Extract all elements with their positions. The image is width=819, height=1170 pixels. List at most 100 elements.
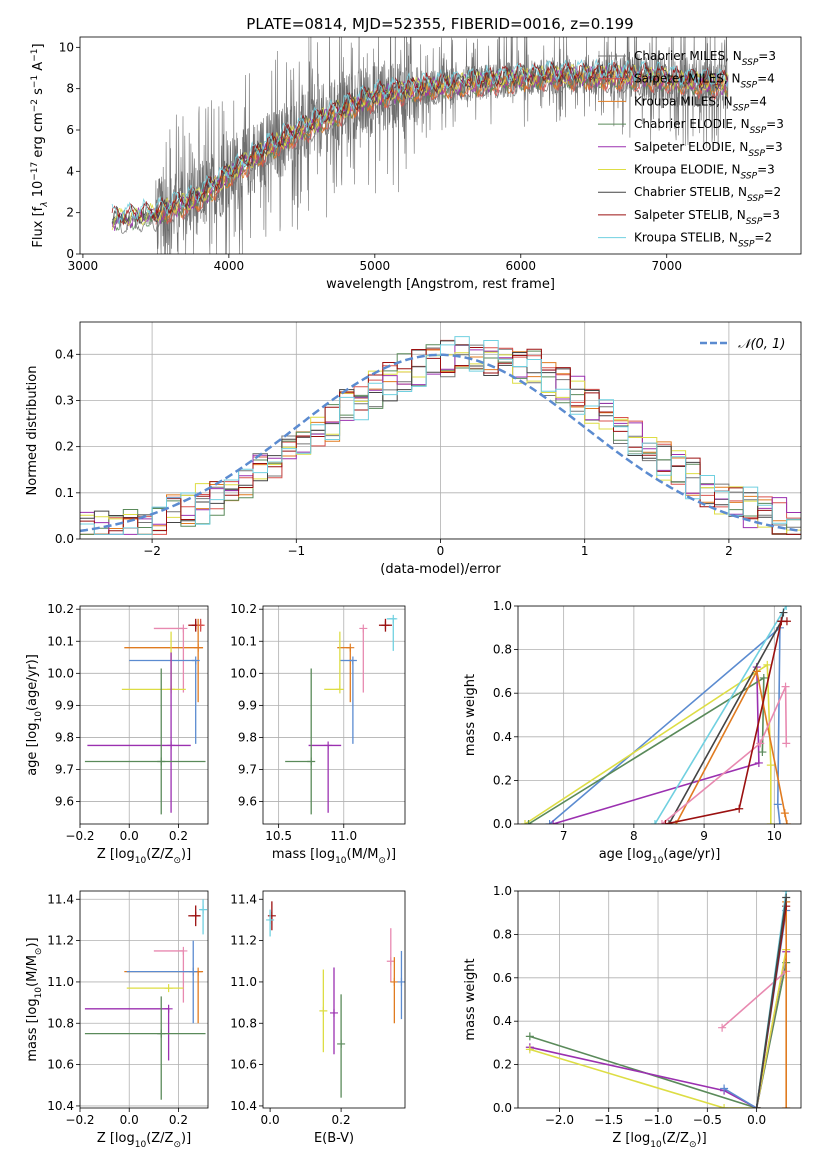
x-tick-label: 1	[581, 544, 589, 558]
label-part: mass [log	[272, 847, 335, 862]
label-part: =3	[757, 163, 775, 177]
y-tick-label: 0.6	[493, 971, 512, 985]
point-marker	[766, 761, 775, 770]
point-marker	[735, 804, 744, 813]
label-part: Normed distribution	[25, 366, 40, 496]
y-tick-label: 1.0	[493, 599, 512, 613]
axes-frame	[517, 605, 802, 825]
y-tick-label: 0.4	[55, 347, 74, 361]
point-marker	[164, 1004, 173, 1013]
y-tick-label: 6	[66, 123, 74, 137]
label-part: SSP	[741, 172, 758, 182]
axes-frame	[79, 605, 209, 825]
point-marker	[782, 617, 791, 626]
x-tick-label: 0.0	[120, 829, 139, 843]
errorbar-point	[87, 652, 191, 813]
point-marker	[337, 1039, 346, 1048]
label-part: 10	[652, 856, 664, 866]
residual-histogram-step	[80, 340, 801, 535]
y-tick-label: 11.2	[47, 934, 74, 948]
errorbar-point	[359, 624, 368, 693]
plot-area	[518, 606, 801, 824]
errorbar-point	[386, 928, 395, 982]
legend-entry: Kroupa ELODIE, NSSP=3	[634, 163, 775, 182]
y-tick-label: 10.0	[47, 666, 74, 680]
point-marker	[759, 673, 768, 682]
x-tick-label: 0.0	[747, 1113, 766, 1127]
errorbar-point	[324, 631, 344, 694]
y-tick-label: 10.4	[230, 1099, 257, 1113]
label-part: 10	[31, 181, 46, 202]
y-tick-label: 10.2	[47, 602, 74, 616]
label-part: mass weight	[463, 958, 478, 1040]
legend-entry: Kroupa STELIB, NSSP=2	[634, 231, 772, 250]
y-axis-label: mass [log10(M/M⊙)]	[25, 937, 44, 1061]
plot-area	[266, 901, 405, 1098]
mass-weight-line	[529, 962, 787, 1108]
point-marker	[782, 1104, 791, 1108]
errorbar-point	[285, 668, 316, 815]
legend-entry: Kroupa MILES, NSSP=4	[634, 94, 767, 113]
x-tick-label: 2	[725, 544, 733, 558]
point-marker	[718, 1023, 727, 1032]
x-tick-label: 4000	[214, 259, 245, 273]
label-part: wavelength [Angstrom, rest frame]	[326, 277, 555, 292]
label-part: Chabrier ELODIE, N	[634, 117, 750, 131]
y-tick-label: 10.1	[47, 634, 74, 648]
errorbar-point	[386, 614, 398, 651]
label-part: −1	[30, 49, 40, 62]
x-tick-label: 0.0	[120, 1113, 139, 1127]
x-tick-label: −1.0	[643, 1113, 672, 1127]
label-part: SSP	[747, 194, 764, 204]
point-marker	[324, 741, 333, 750]
plot-area	[80, 322, 801, 539]
y-tick-label: 10.8	[230, 1016, 257, 1030]
point-marker	[348, 656, 357, 665]
label-part: SSP	[733, 103, 750, 113]
y-tick-label: 0.0	[493, 1101, 512, 1115]
point-marker	[191, 656, 200, 665]
point-marker	[782, 820, 791, 824]
y-tick-label: 9.9	[238, 698, 257, 712]
x-tick-label: 8	[630, 829, 638, 843]
legend-entry: Salpeter ELODIE, NSSP=3	[634, 140, 783, 159]
x-tick-label: −0.2	[65, 1113, 94, 1127]
point-marker	[780, 809, 789, 818]
mass-weight-line	[675, 669, 788, 824]
y-tick-label: 9.6	[55, 795, 74, 809]
point-marker	[319, 1006, 328, 1015]
x-tick-label: 7	[560, 829, 568, 843]
y-tick-label: 9.8	[55, 730, 74, 744]
x-tick-label: −1.5	[594, 1113, 623, 1127]
label-part: =3	[766, 117, 784, 131]
label-part: =4	[749, 94, 767, 108]
x-axis-label: wavelength [Angstrom, rest frame]	[326, 277, 555, 292]
label-part: ⊙	[689, 1140, 697, 1150]
y-tick-label: 0.8	[493, 643, 512, 657]
label-part: Salpeter MILES, N	[634, 72, 741, 86]
label-part: )]	[25, 937, 40, 947]
mass-weight-line	[654, 606, 787, 824]
label-part: =2	[754, 231, 772, 245]
axes-frame	[79, 321, 802, 540]
y-tick-label: 0.2	[55, 440, 74, 454]
mass-weight-line	[549, 626, 781, 824]
axes-frame	[517, 890, 802, 1109]
axes-frame	[262, 890, 406, 1109]
errorbar-point	[84, 996, 206, 1100]
y-tick-label: 9.6	[238, 795, 257, 809]
errorbar-point	[126, 984, 184, 993]
y-tick-label: 11.2	[230, 934, 257, 948]
label-part: (M/M	[25, 955, 40, 987]
x-tick-label: 0	[437, 544, 445, 558]
x-axis-label: Z [log10(Z/Z⊙)]	[97, 847, 191, 866]
point-marker	[191, 911, 200, 920]
label-part: λ	[40, 201, 50, 207]
errorbar-point	[267, 901, 276, 931]
x-axis-label: E(B-V)	[314, 1131, 354, 1146]
y-tick-label: 11.0	[230, 975, 257, 989]
point-marker	[390, 977, 399, 986]
point-marker	[650, 820, 659, 824]
plot-area	[111, 37, 729, 254]
y-tick-label: 9.9	[55, 698, 74, 712]
